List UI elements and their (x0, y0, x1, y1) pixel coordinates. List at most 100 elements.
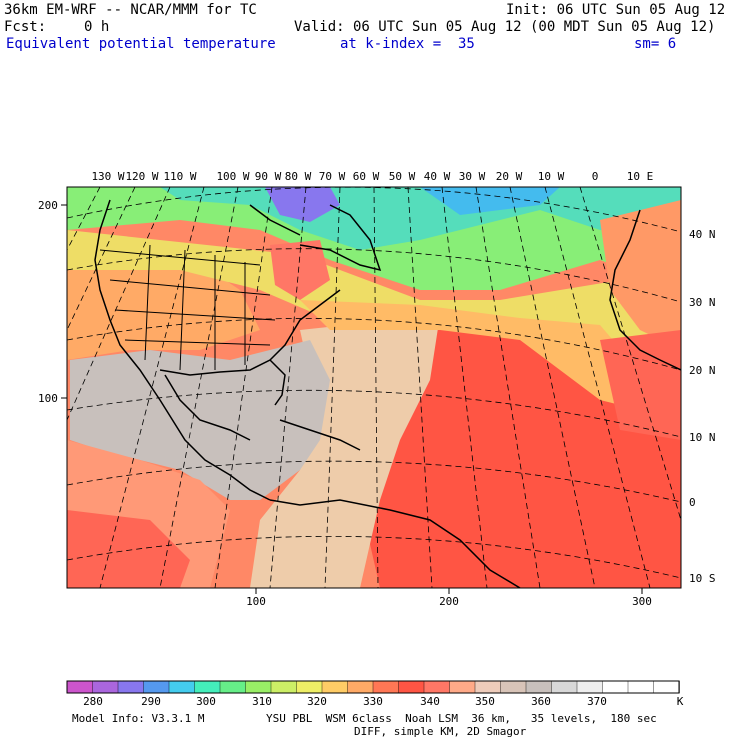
lon-label: 130 W (91, 170, 124, 183)
lon-label: 40 W (424, 170, 451, 183)
field-warm-spot (270, 240, 330, 300)
grid-30n (67, 248, 681, 303)
coast-europe-africa (609, 209, 681, 371)
physics-info: YSU PBL WSM 6class Noah LSM 36 km, 35 le… (266, 712, 657, 725)
colorbar-swatch (270, 680, 298, 694)
colorbar-swatch (296, 680, 323, 694)
colorbar-swatch (653, 680, 680, 694)
field-blue-region (420, 187, 560, 215)
colorbar-swatch (143, 680, 170, 694)
colorbar-label: 340 (420, 695, 440, 708)
top-lon-labels: 130 W 120 W 110 W 100 W 90 W 80 W 70 W 6… (91, 170, 653, 183)
lon-label: 100 W (216, 170, 249, 183)
colorbar-swatch (347, 680, 374, 694)
grid-0 (67, 460, 681, 503)
field-pacific-red (67, 510, 190, 588)
colorbar-swatch (474, 680, 502, 694)
colorbar-swatch (500, 680, 527, 694)
colorbar-swatch (92, 680, 119, 694)
grid-130w (67, 187, 101, 251)
colorbar-unit: K (677, 695, 684, 708)
colorbar-swatch (525, 680, 553, 694)
colorbar-label: 310 (252, 695, 272, 708)
colorbar-label: 350 (475, 695, 495, 708)
colorbar-frame (66, 680, 680, 694)
grid-20n (67, 318, 681, 371)
field-name: Equivalent potential temperature (6, 36, 276, 52)
colorbar-swatch (245, 680, 272, 694)
grid-30w (441, 187, 488, 588)
grid-120w (67, 187, 136, 331)
coast-hudson (249, 204, 301, 236)
grid-label-bottom-300: 300 (632, 595, 652, 608)
colorbar-swatch (627, 680, 655, 694)
colorbar-label: 370 (587, 695, 607, 708)
colorbar-swatch (423, 680, 451, 694)
grid-70w (269, 187, 307, 588)
grid-90w (159, 187, 239, 588)
coast-maritimes (299, 204, 382, 272)
theta-e-field (67, 187, 681, 588)
coast-florida (269, 359, 286, 406)
lat-label: 10 N (689, 431, 716, 444)
latlon-grid (67, 187, 681, 588)
border-longitude-lines (144, 244, 246, 371)
lat-label: 10 S (689, 572, 716, 585)
colorbar-label: 300 (196, 695, 216, 708)
field-orange-band (300, 300, 681, 420)
grid-label-left-200: 200 (38, 199, 58, 212)
lat-label: 30 N (689, 296, 716, 309)
grid-110w (67, 187, 171, 421)
grid-label-left-100: 100 (38, 392, 58, 405)
lon-label: 0 (592, 170, 599, 183)
colorbar-swatch (576, 680, 604, 694)
colorbar-swatch (449, 680, 476, 694)
colorbar-swatch (117, 680, 145, 694)
coast-west-americas (94, 199, 271, 501)
colorbar-label: 330 (363, 695, 383, 708)
colorbar-swatch (219, 680, 247, 694)
political-borders (99, 244, 276, 371)
coast-south-america (269, 499, 521, 588)
lon-label: 50 W (389, 170, 416, 183)
coast-caribbean (279, 419, 361, 451)
lon-label: 60 W (353, 170, 380, 183)
grid-label-bottom-100: 100 (246, 595, 266, 608)
grid-20w (475, 187, 541, 588)
coastlines (94, 199, 681, 588)
field-europe-region (600, 200, 681, 350)
lon-label: 30 W (459, 170, 486, 183)
lon-label: 20 W (496, 170, 523, 183)
colorbar-swatch (372, 680, 400, 694)
lon-label: 70 W (319, 170, 346, 183)
grid-40n (67, 187, 681, 233)
lon-label: 10 E (627, 170, 654, 183)
lat-label: 40 N (689, 228, 716, 241)
smoothing-label: sm= 6 (634, 36, 677, 52)
diffusion-info: DIFF, simple KM, 2D Smagor (354, 725, 527, 738)
colorbar-swatch (66, 680, 94, 694)
field-purple-region (265, 187, 340, 222)
colorbar-swatch (168, 680, 196, 694)
lat-label: 0 (689, 496, 696, 509)
right-lat-labels: 40 N 30 N 20 N 10 N 0 10 S (689, 228, 716, 585)
colorbar-label: 280 (83, 695, 103, 708)
fcst-label: Fcst: (4, 19, 47, 35)
grid-label-bottom-200: 200 (439, 595, 459, 608)
grid-80w (214, 187, 273, 588)
init-time: Init: 06 UTC Sun 05 Aug 12 (506, 2, 726, 18)
colorbar-labels: 280 290 300 310 320 330 340 350 360 370 … (83, 695, 684, 708)
lon-label: 10 W (538, 170, 565, 183)
grid-60w (324, 187, 341, 588)
fcst-value: 0 h (84, 19, 110, 35)
field-peach-region (250, 315, 440, 588)
colorbar-label: 360 (531, 695, 551, 708)
grid-40w (407, 187, 433, 588)
coast-mexico (164, 374, 251, 441)
grid-10n (67, 389, 681, 438)
border-latitude-lines (99, 249, 276, 346)
field-africa-region (600, 330, 681, 440)
colorbar-label: 320 (307, 695, 327, 708)
axis-ticks (61, 204, 643, 594)
